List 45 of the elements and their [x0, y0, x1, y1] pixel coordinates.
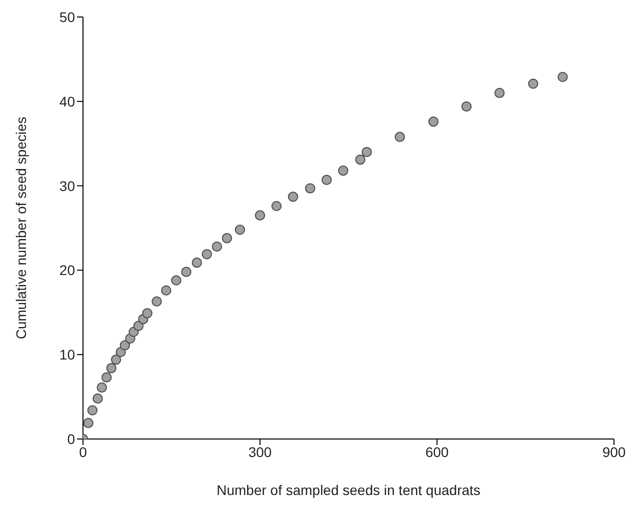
- x-tick-label: 600: [425, 444, 449, 460]
- x-tick-label: 900: [602, 444, 626, 460]
- y-axis-title: Cumulative number of seed species: [12, 116, 29, 340]
- point: [394, 132, 405, 142]
- point: [92, 393, 103, 404]
- point: [87, 405, 98, 416]
- y-tick-label: 20: [59, 262, 76, 278]
- point: [202, 249, 212, 260]
- y-tick-label: 0: [67, 430, 76, 447]
- point: [192, 258, 202, 268]
- point: [142, 308, 152, 318]
- x-tick-label: 0: [79, 444, 88, 460]
- point: [322, 174, 332, 185]
- point: [305, 183, 316, 194]
- y-tick-label: 40: [59, 93, 76, 110]
- point: [106, 363, 116, 374]
- point: [234, 224, 246, 235]
- point: [494, 88, 505, 98]
- y-tick-label: 10: [59, 346, 76, 363]
- point: [133, 320, 144, 332]
- point: [212, 241, 222, 252]
- point: [355, 154, 366, 165]
- point: [222, 233, 232, 244]
- x-tick-label: 300: [248, 444, 272, 460]
- point: [120, 340, 130, 350]
- point: [161, 285, 172, 296]
- point: [288, 192, 298, 202]
- point: [102, 372, 112, 382]
- point: [181, 266, 192, 277]
- point: [528, 78, 538, 89]
- point: [83, 418, 94, 428]
- point: [110, 354, 122, 365]
- x-axis-title: Number of sampled seeds in tent quadrats: [216, 482, 480, 498]
- point: [428, 116, 439, 127]
- point: [362, 146, 372, 158]
- y-tick-label: 50: [59, 8, 76, 25]
- point: [558, 72, 568, 82]
- point: [254, 210, 266, 220]
- point: [152, 296, 162, 307]
- y-tick-label: 30: [59, 178, 76, 194]
- point: [271, 200, 282, 212]
- point: [171, 275, 182, 286]
- point: [96, 382, 107, 393]
- point: [338, 166, 348, 176]
- point: [461, 101, 472, 112]
